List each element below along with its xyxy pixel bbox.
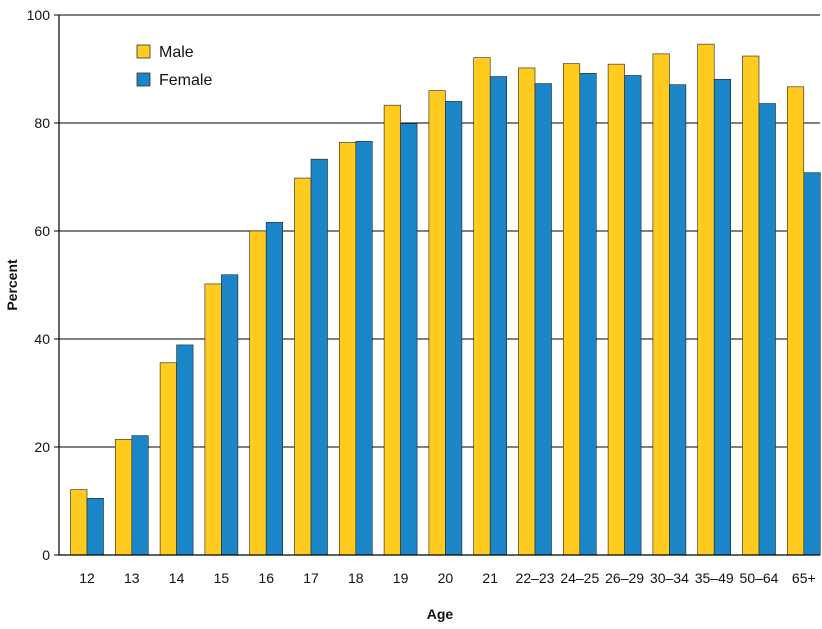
legend-label-female: Female [159, 72, 212, 89]
legend-label-male: Male [159, 44, 194, 61]
x-tick-label: 20 [438, 570, 454, 586]
bar-female [534, 83, 552, 556]
y-tick-label: 80 [34, 115, 50, 131]
x-tick-label: 65+ [792, 570, 816, 586]
x-tick-label: 16 [258, 570, 274, 586]
bar-male [159, 362, 177, 556]
x-tick-label: 12 [79, 570, 95, 586]
bar-female [131, 435, 149, 556]
legend-swatch-male [136, 44, 151, 59]
bar-male [518, 67, 536, 556]
bar-female [86, 497, 104, 556]
bar-female [176, 344, 194, 556]
bar-female [400, 123, 418, 556]
x-tick-label: 35–49 [695, 570, 734, 586]
bar-male [338, 142, 357, 556]
bar-female [355, 141, 373, 556]
legend: Male Female [136, 44, 212, 89]
bar-male [652, 53, 670, 556]
x-tick-labels: 12 13 14 15 16 17 18 19 20 21 22–23 24–25 26–29 30–34… [79, 570, 815, 586]
bar-male [204, 283, 222, 556]
x-tick-label: 15 [214, 570, 230, 586]
bar-female [579, 73, 597, 556]
bar-male [697, 43, 715, 556]
bar-male [786, 86, 805, 556]
x-axis-title: Age [427, 606, 454, 622]
y-axis-title: Percent [4, 259, 20, 311]
bar-male [383, 104, 401, 556]
x-tick-label: 24–25 [560, 570, 599, 586]
bar-female [489, 76, 508, 556]
bar-male [607, 63, 625, 556]
x-tick-label: 17 [303, 570, 319, 586]
x-tick-label: 21 [482, 570, 498, 586]
y-tick-label: 100 [27, 7, 51, 23]
axes [58, 15, 820, 556]
y-tick-label: 60 [34, 223, 50, 239]
bar-female [624, 75, 642, 556]
bar-female [669, 84, 687, 556]
bar-female [803, 172, 821, 556]
bar-male [428, 90, 446, 556]
y-tick-label: 20 [34, 439, 50, 455]
x-tick-label: 50–64 [740, 570, 779, 586]
legend-swatch-female [136, 72, 151, 87]
x-tick-label: 22–23 [516, 570, 555, 586]
x-tick-label: 13 [124, 570, 140, 586]
bar-male [562, 63, 581, 556]
bar-female [221, 274, 239, 556]
y-tick-label: 0 [42, 547, 50, 563]
bar-male [294, 177, 312, 556]
x-tick-label: 14 [169, 570, 185, 586]
bar-female [265, 222, 284, 556]
bar-male [473, 57, 491, 556]
y-tick-labels: 0 20 40 60 80 100 [27, 7, 51, 563]
bar-male [249, 230, 267, 556]
bar-male [742, 55, 760, 556]
bar-female [310, 158, 328, 556]
x-tick-label: 19 [393, 570, 409, 586]
y-tick-label: 40 [34, 331, 50, 347]
x-tick-label: 18 [348, 570, 364, 586]
bar-male [115, 439, 133, 556]
bar-female [713, 78, 732, 556]
x-tick-label: 30–34 [650, 570, 689, 586]
x-tick-label: 26–29 [605, 570, 644, 586]
bar-female [445, 101, 463, 556]
bars [70, 43, 821, 556]
bar-male [70, 489, 88, 556]
bar-female [758, 103, 776, 556]
